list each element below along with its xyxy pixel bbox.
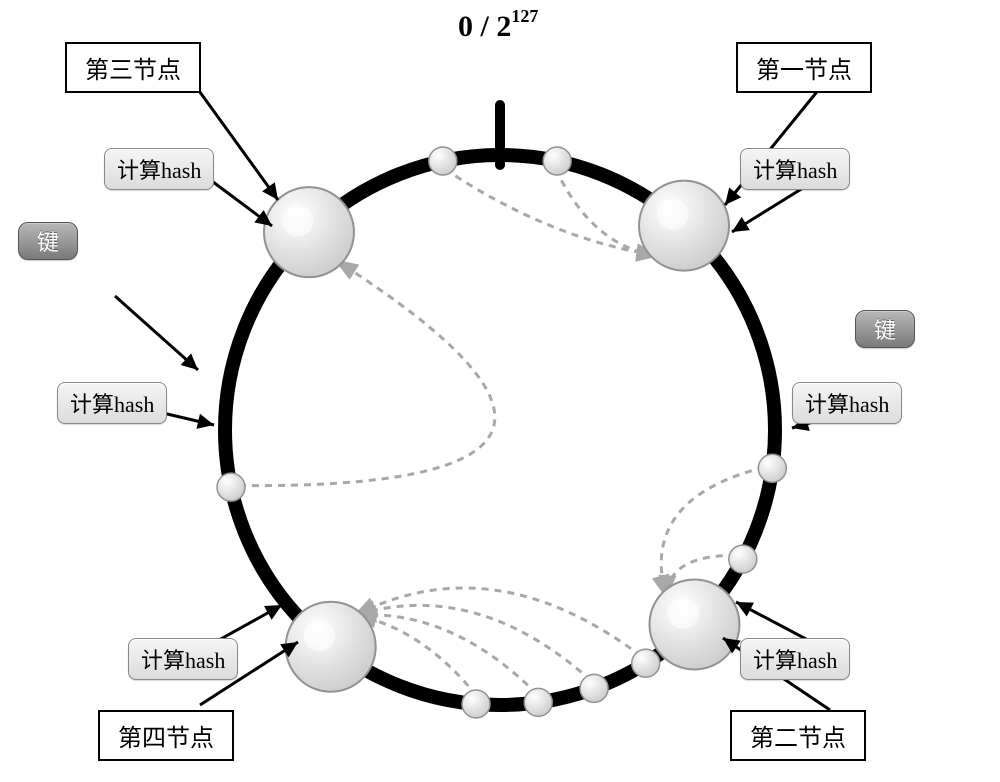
node2-box: 第二节点 [730, 710, 866, 761]
hash-pill-bl: 计算hash [128, 638, 238, 680]
key-pill-left: 键 [18, 222, 78, 260]
key-pill-right: 键 [855, 310, 915, 348]
hash-pill-l: 计算hash [57, 382, 167, 424]
hash-pill-r: 计算hash [792, 382, 902, 424]
node3-box: 第三节点 [65, 42, 201, 93]
hash-pill-tr: 计算hash [740, 148, 850, 190]
diagram-canvas: 0 / 2127 第一节点 第二节点 第三节点 第四节点 计算hash 计算ha… [0, 0, 1000, 782]
node1-box: 第一节点 [736, 42, 872, 93]
hash-pill-br: 计算hash [740, 638, 850, 680]
hash-pill-tl: 计算hash [104, 148, 214, 190]
top-label-exp: 127 [511, 6, 538, 26]
top-label: 0 / 2127 [458, 10, 538, 44]
top-label-base: 0 / 2 [458, 10, 511, 43]
node4-box: 第四节点 [98, 710, 234, 761]
